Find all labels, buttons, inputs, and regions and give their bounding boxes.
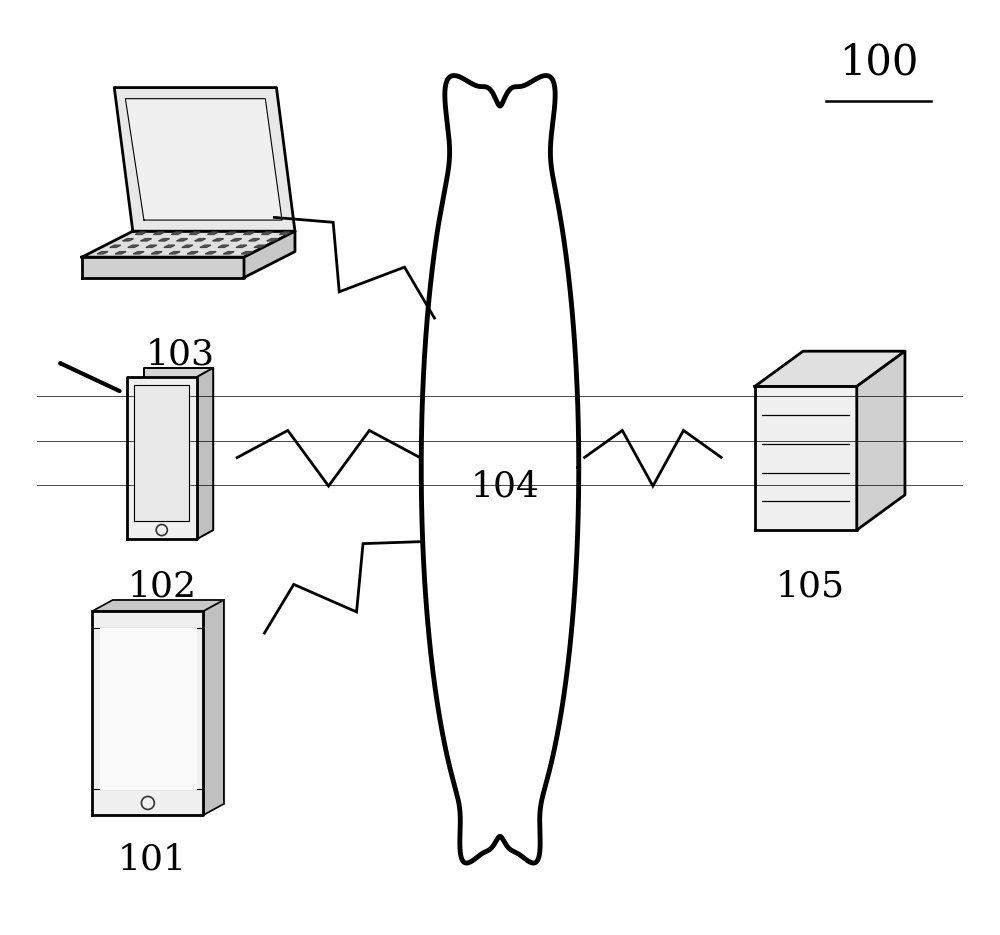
Polygon shape [133,252,144,254]
Polygon shape [164,245,175,248]
Text: 102: 102 [127,569,196,603]
Polygon shape [82,257,244,278]
Polygon shape [231,238,242,241]
Polygon shape [249,238,260,241]
Polygon shape [195,238,206,241]
Text: 105: 105 [776,569,845,603]
Polygon shape [128,245,139,248]
Polygon shape [208,232,218,235]
Polygon shape [857,352,905,530]
Polygon shape [114,88,295,231]
Polygon shape [159,238,170,241]
Polygon shape [223,252,234,254]
Polygon shape [153,232,164,235]
Polygon shape [200,245,211,248]
Text: 100: 100 [840,41,920,83]
Polygon shape [135,232,146,235]
Polygon shape [226,232,236,235]
Polygon shape [280,232,290,235]
Polygon shape [267,238,278,241]
Polygon shape [110,245,121,248]
Text: 101: 101 [118,842,187,877]
Polygon shape [92,600,224,611]
Polygon shape [203,600,224,815]
Polygon shape [197,367,213,539]
Polygon shape [134,384,189,521]
Polygon shape [100,627,196,789]
Polygon shape [177,238,188,241]
Polygon shape [115,252,126,254]
Polygon shape [97,252,108,254]
Polygon shape [113,600,224,804]
Polygon shape [171,232,182,235]
Polygon shape [187,252,198,254]
Polygon shape [254,245,265,248]
Polygon shape [421,76,579,863]
Polygon shape [127,377,197,539]
Polygon shape [244,232,254,235]
Polygon shape [262,232,272,235]
Text: 103: 103 [146,338,215,372]
Polygon shape [141,238,151,241]
Polygon shape [182,245,193,248]
Polygon shape [755,386,857,530]
Polygon shape [123,238,133,241]
Text: 104: 104 [470,469,539,503]
Polygon shape [218,245,229,248]
Polygon shape [244,231,295,278]
Polygon shape [205,252,216,254]
Polygon shape [213,238,224,241]
Polygon shape [144,367,213,530]
Polygon shape [146,245,157,248]
Polygon shape [125,99,282,220]
Polygon shape [190,232,200,235]
Polygon shape [169,252,180,254]
Polygon shape [151,252,162,254]
Polygon shape [92,611,203,815]
Polygon shape [82,231,295,257]
Polygon shape [241,252,252,254]
Polygon shape [236,245,247,248]
Polygon shape [755,352,905,386]
